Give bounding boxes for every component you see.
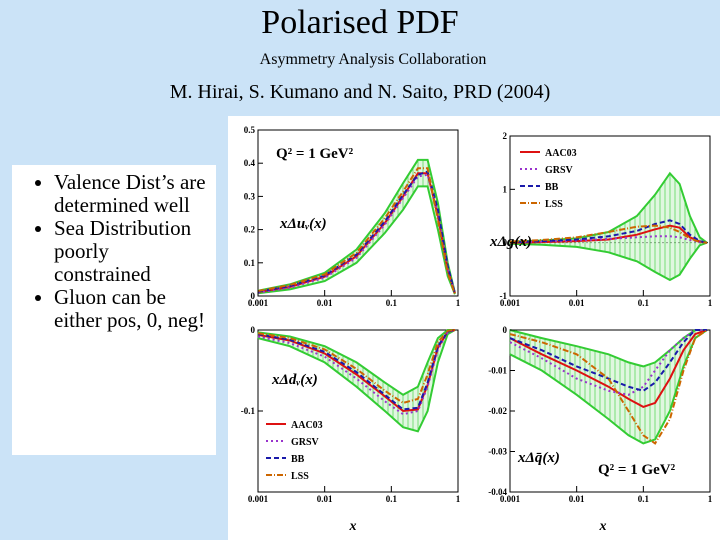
- y-tick-label: 0.3: [244, 191, 256, 201]
- y-tick-label: -1: [500, 291, 508, 301]
- x-tick-label: 0.1: [386, 494, 398, 504]
- y-axis-label: xΔg(x): [489, 234, 532, 250]
- legend-label-bb: BB: [545, 182, 559, 193]
- x-tick-label: 1: [708, 298, 713, 308]
- panel-frame: [509, 135, 711, 297]
- series-bb-line: [509, 219, 708, 244]
- bullet-sea: Sea Distribution poorly constrained: [54, 217, 210, 286]
- bullet-valence: Valence Dist’s are determined well: [54, 171, 210, 217]
- y-tick-label: 0.1: [244, 258, 256, 268]
- y-tick-label: 0.2: [244, 225, 256, 235]
- series-bb-line: [257, 170, 456, 294]
- series-grsv-line: [257, 173, 456, 294]
- bullet-list: Valence Dist’s are determined well Sea D…: [12, 171, 210, 332]
- x-tick-label: 0.001: [500, 298, 521, 308]
- x-tick-label: 0.01: [317, 494, 333, 504]
- band-lower-line: [257, 329, 456, 433]
- y-tick-label: 0.4: [244, 158, 256, 168]
- y-tick-label: -0.1: [241, 406, 256, 416]
- band-lower-line: [509, 241, 708, 282]
- series-lss-line: [509, 224, 707, 244]
- series-aac03-line: [509, 329, 708, 408]
- band-fill: [510, 173, 707, 280]
- series-bb-line: [257, 329, 456, 411]
- legend-label-grsv: GRSV: [291, 437, 320, 448]
- series-grsv-line: [509, 329, 707, 396]
- pdf-figure-svg: 0.001 0.01 0.1 1 0 0.1 0.2 0.3 0.4 0.5 xΔuᵥ(x) Q² =…: [241, 125, 713, 534]
- bullet-gluon: Gluon can be either pos, 0, neg!: [54, 286, 210, 332]
- series-lss-line: [257, 329, 456, 404]
- band-upper-line: [257, 329, 455, 396]
- legend-label-aac03: AAC03: [545, 148, 577, 159]
- panel-dv: 0.001 0.01 0.1 1 -0.1 0 xΔdᵥ(x) x AAC03 GRSV BB LSS: [241, 325, 461, 534]
- y-tick-label: -0.02: [488, 406, 507, 416]
- panel-qbar: 0.001 0.01 0.1 1 -0.04 -0.03 -0.02 -0.01 0 xΔq̄(x…: [488, 325, 713, 534]
- x-tick-label: 0.01: [317, 298, 333, 308]
- band-upper-line: [257, 158, 456, 293]
- y-tick-label: 1: [503, 184, 508, 194]
- x-tick-label: 1: [708, 494, 713, 504]
- y-tick-label: -0.03: [488, 447, 507, 457]
- band-lower-line: [257, 185, 456, 295]
- y-tick-label: 0: [251, 291, 256, 301]
- series-lss-line: [257, 167, 456, 295]
- legend-label-lss: LSS: [545, 199, 563, 210]
- x-axis-label: x: [349, 519, 357, 534]
- x-tick-label: 0.01: [569, 494, 585, 504]
- slide-title: Polarised PDF: [261, 4, 459, 41]
- citation: M. Hirai, S. Kumano and N. Saito, PRD (2…: [169, 81, 551, 103]
- legend: AAC03 GRSV BB LSS: [520, 148, 577, 210]
- x-tick-label: 0.1: [638, 494, 650, 504]
- pdf-figure: 0.001 0.01 0.1 1 0 0.1 0.2 0.3 0.4 0.5 xΔuᵥ(x) Q² =…: [228, 116, 720, 540]
- bullet-box: Valence Dist’s are determined well Sea D…: [12, 165, 216, 455]
- legend-label-aac03: AAC03: [291, 420, 323, 431]
- y-tick-label: 2: [503, 131, 508, 141]
- y-tick-label: 0: [503, 325, 508, 335]
- x-tick-label: 0.001: [248, 298, 269, 308]
- x-tick-label: 0.1: [638, 298, 650, 308]
- band-fill: [258, 330, 455, 432]
- legend-label-bb: BB: [291, 454, 305, 465]
- x-tick-label: 0.001: [500, 494, 521, 504]
- y-tick-label: -0.04: [488, 487, 507, 497]
- legend-label-grsv: GRSV: [545, 165, 574, 176]
- y-axis-label: xΔdᵥ(x): [271, 372, 318, 388]
- x-tick-label: 0.001: [248, 494, 269, 504]
- series-aac03-line: [257, 172, 456, 294]
- y-tick-label: -0.01: [488, 366, 507, 376]
- legend: AAC03 GRSV BB LSS: [266, 420, 323, 482]
- y-axis-label: xΔuᵥ(x): [279, 216, 327, 232]
- y-tick-label: 0: [251, 325, 256, 335]
- series-grsv-line: [509, 235, 707, 244]
- collaboration-name: Asymmetry Analysis Collaboration: [259, 51, 487, 68]
- q2-annotation: Q² = 1 GeV²: [598, 462, 676, 478]
- x-tick-label: 1: [456, 298, 461, 308]
- panel-uv: 0.001 0.01 0.1 1 0 0.1 0.2 0.3 0.4 0.5 xΔuᵥ(x) Q² =…: [244, 125, 461, 308]
- x-axis-label: x: [599, 519, 607, 534]
- y-axis-label: xΔq̄(x): [517, 450, 560, 466]
- y-tick-label: 0: [503, 238, 508, 248]
- y-tick-label: 0.5: [244, 125, 256, 135]
- panel-g: 0.001 0.01 0.1 1 -1 0 1 2 xΔg(x) AAC03 GRSV BB LSS: [489, 131, 713, 308]
- x-tick-label: 1: [456, 494, 461, 504]
- x-tick-label: 0.01: [569, 298, 585, 308]
- legend-label-lss: LSS: [291, 471, 309, 482]
- panel-frame: [257, 129, 459, 297]
- q2-annotation: Q² = 1 GeV²: [276, 146, 354, 162]
- series-bb-line: [509, 329, 707, 392]
- x-tick-label: 0.1: [386, 298, 398, 308]
- series-lss-line: [509, 329, 708, 445]
